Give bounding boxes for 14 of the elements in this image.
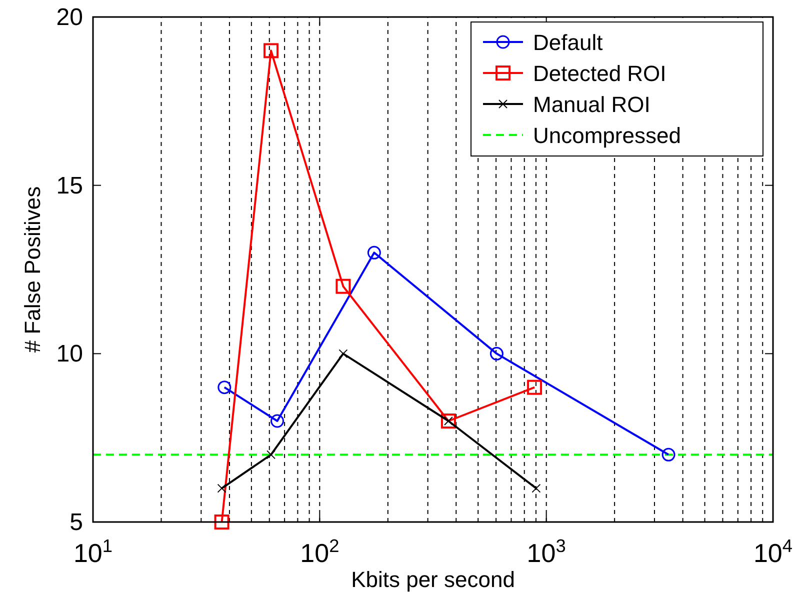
legend-label: Manual ROI: [533, 92, 650, 117]
y-tick-label: 10: [56, 340, 83, 368]
x-tick-label: 10$^{1}$: [73, 536, 113, 568]
y-axis-title: # False Positives: [20, 186, 45, 353]
legend-label: Detected ROI: [533, 61, 666, 86]
x-tick-label: 10$^{2}$: [300, 536, 340, 568]
y-tick-label: 5: [70, 509, 83, 536]
legend-label: Default: [533, 30, 603, 55]
x-tick-label: 10$^{4}$: [753, 536, 793, 568]
y-tick-label: 20: [56, 4, 83, 31]
y-tick-label: 15: [56, 172, 83, 200]
x-axis-title: Kbits per second: [351, 567, 515, 592]
legend-label: Uncompressed: [533, 123, 681, 148]
x-tick-label: 10$^{3}$: [526, 536, 566, 568]
